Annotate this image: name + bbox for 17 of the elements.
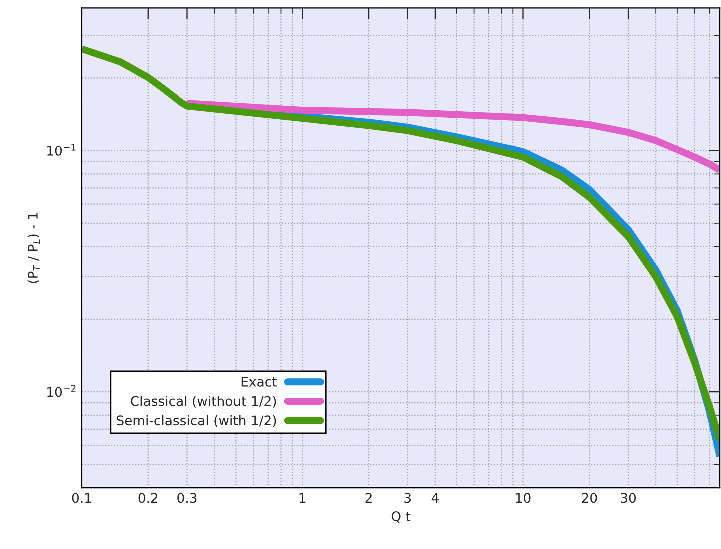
x-tick-label: 4	[432, 493, 439, 503]
x-axis-title: Q t	[392, 511, 411, 523]
x-tick-label: 10	[516, 493, 531, 504]
x-tick-label: 0.2	[138, 493, 158, 504]
y-tick-label: 10$^{−1}$	[48, 144, 76, 156]
legend-label: Semi-classical (with 1/2)	[117, 415, 276, 428]
y-axis-title: (P$_{T}$ / P$_{L}$) - 1	[28, 213, 40, 284]
x-tick-label: 2	[366, 493, 372, 503]
x-tick-label: 3	[404, 493, 412, 504]
x-tick-label: 30	[621, 493, 636, 504]
x-tick-label: 1	[300, 493, 306, 503]
x-tick-label: 20	[582, 493, 598, 504]
y-tick-label: 10$^{−2}$	[48, 385, 76, 398]
legend-label: Classical (without 1/2)	[131, 396, 276, 408]
legend-label: Exact	[242, 377, 277, 387]
x-tick-label: 0.1	[72, 493, 92, 504]
x-tick-label: 0.3	[178, 493, 197, 504]
